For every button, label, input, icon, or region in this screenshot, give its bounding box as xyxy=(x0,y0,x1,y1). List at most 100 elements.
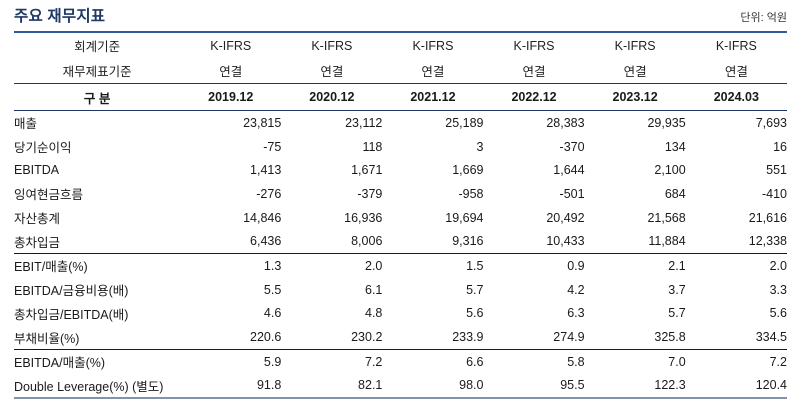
title-bar: 주요 재무지표 단위: 억원 xyxy=(14,4,787,33)
period-header: 2024.03 xyxy=(685,83,787,111)
cell-value: 25,189 xyxy=(445,115,484,130)
cell-value: 5.9 xyxy=(180,348,282,374)
cell-value: 6.1 xyxy=(365,282,383,297)
cell-value: 16 xyxy=(773,139,787,154)
cell-value: 95.5 xyxy=(483,373,585,400)
table-row: 잉여현금흐름 -276 -379 -958 -501 684 -410 xyxy=(14,182,787,206)
cell-value: 5.7 xyxy=(466,282,484,297)
cell-value: 91.8 xyxy=(180,373,282,400)
cell-value: 1.3 xyxy=(180,253,282,278)
cell-value: 3.7 xyxy=(668,282,686,297)
category-label: 구 분 xyxy=(14,83,181,111)
cell-value: -379 xyxy=(357,186,383,201)
cell-value: 6.6 xyxy=(382,348,484,374)
cell-value: 4.6 xyxy=(263,306,282,321)
header-consolidation: 연결 xyxy=(584,58,686,84)
header-standard: K-IFRS xyxy=(311,38,353,53)
cell-value: 1,671 xyxy=(351,163,383,178)
table-row: 총차입금/EBITDA(배) 4.6 4.8 5.6 6.3 5.7 5.6 xyxy=(14,302,787,326)
cell-value: 3 xyxy=(476,139,484,154)
header-consolidation: 연결 xyxy=(382,58,484,84)
cell-value: 1,413 xyxy=(250,163,282,178)
cell-value: 551 xyxy=(766,163,787,178)
table-row: 당기순이익 -75 118 3 -370 134 16 xyxy=(14,135,787,159)
cell-value: 82.1 xyxy=(281,373,383,400)
period-header: 2019.12 xyxy=(180,83,282,111)
cell-value: 20,492 xyxy=(546,210,585,225)
table-row: 총차입금 6,436 8,006 9,316 10,433 11,884 12,… xyxy=(14,229,787,253)
cell-value: 2,100 xyxy=(654,163,686,178)
cell-value: 29,935 xyxy=(647,115,686,130)
row-label: EBIT/매출(%) xyxy=(14,253,181,278)
header-row-statement: 재무제표기준 연결 연결 연결 연결 연결 연결 xyxy=(14,58,787,84)
cell-value: -276 xyxy=(256,186,282,201)
row-label: 당기순이익 xyxy=(14,141,72,156)
cell-value: 5.8 xyxy=(483,348,585,374)
header-standard: K-IFRS xyxy=(210,38,252,53)
table-row: EBITDA 1,413 1,671 1,669 1,644 2,100 551 xyxy=(14,158,787,182)
row-label: 총차입금/EBITDA(배) xyxy=(14,307,129,322)
cell-value: 230.2 xyxy=(351,330,383,345)
cell-value: 0.9 xyxy=(483,253,585,278)
cell-value: 16,936 xyxy=(344,210,383,225)
cell-value: 28,383 xyxy=(546,115,585,130)
cell-value: 1,644 xyxy=(553,163,585,178)
table-row: EBITDA/매출(%) 5.9 7.2 6.6 5.8 7.0 7.2 xyxy=(14,348,787,374)
row-label: 자산총계 xyxy=(14,212,61,227)
cell-value: 334.5 xyxy=(755,330,787,345)
cell-value: 5.5 xyxy=(263,282,282,297)
cell-value: 9,316 xyxy=(452,234,484,249)
header-standard: K-IFRS xyxy=(715,38,757,53)
row-label: 부채비율(%) xyxy=(14,331,80,346)
cell-value: 21,616 xyxy=(748,210,787,225)
page-title: 주요 재무지표 xyxy=(14,8,106,25)
header-consolidation: 연결 xyxy=(281,58,383,84)
cell-value: 7.2 xyxy=(281,348,383,374)
row-label: 매출 xyxy=(14,117,38,132)
header-standard: K-IFRS xyxy=(614,38,656,53)
cell-value: 3.3 xyxy=(769,282,787,297)
header-row-accounting: 회계기준 K-IFRS K-IFRS K-IFRS K-IFRS K-IFRS … xyxy=(14,33,787,58)
table-row: EBITDA/금융비용(배) 5.5 6.1 5.7 4.2 3.7 3.3 xyxy=(14,278,787,302)
table-row: 부채비율(%) 220.6 230.2 233.9 274.9 325.8 33… xyxy=(14,325,787,349)
cell-value: 23,112 xyxy=(345,115,383,130)
row-label: EBITDA/금융비용(배) xyxy=(14,284,129,299)
header-row-periods: 구 분 2019.12 2020.12 2021.12 2022.12 2023… xyxy=(14,83,787,111)
header-standard: K-IFRS xyxy=(513,38,555,53)
cell-value: 2.0 xyxy=(281,253,383,278)
cell-value: 2.0 xyxy=(685,253,787,278)
cell-value: 5.6 xyxy=(769,306,787,321)
cell-value: -410 xyxy=(761,186,787,201)
cell-value: -501 xyxy=(559,186,585,201)
cell-value: 5.7 xyxy=(668,306,686,321)
cell-value: -958 xyxy=(458,186,484,201)
cell-value: 19,694 xyxy=(445,210,484,225)
table-row: EBIT/매출(%) 1.3 2.0 1.5 0.9 2.1 2.0 xyxy=(14,253,787,278)
row-label: 총차입금 xyxy=(14,235,61,250)
unit-label: 단위: 억원 xyxy=(740,12,787,24)
cell-value: 6,436 xyxy=(250,234,282,249)
cell-value: 7.0 xyxy=(584,348,686,374)
header-consolidation: 연결 xyxy=(180,58,282,84)
cell-value: 14,846 xyxy=(243,210,282,225)
cell-value: 98.0 xyxy=(382,373,484,400)
cell-value: 4.8 xyxy=(365,306,383,321)
header-standard: K-IFRS xyxy=(412,38,454,53)
cell-value: 7.2 xyxy=(685,348,787,374)
row-label: EBITDA/매출(%) xyxy=(14,348,181,374)
cell-value: 6.3 xyxy=(567,306,585,321)
financial-table: 회계기준 K-IFRS K-IFRS K-IFRS K-IFRS K-IFRS … xyxy=(14,33,787,400)
row-label: EBITDA xyxy=(14,163,60,178)
cell-value: 8,006 xyxy=(351,234,383,249)
cell-value: -75 xyxy=(263,139,282,154)
cell-value: 12,338 xyxy=(748,234,787,249)
header-consolidation: 연결 xyxy=(483,58,585,84)
period-header: 2020.12 xyxy=(281,83,383,111)
cell-value: 274.9 xyxy=(553,330,585,345)
cell-value: 5.6 xyxy=(466,306,484,321)
header-accounting-label: 회계기준 xyxy=(74,40,121,54)
cell-value: 11,884 xyxy=(648,234,686,249)
cell-value: 122.3 xyxy=(584,373,686,400)
cell-value: 2.1 xyxy=(584,253,686,278)
